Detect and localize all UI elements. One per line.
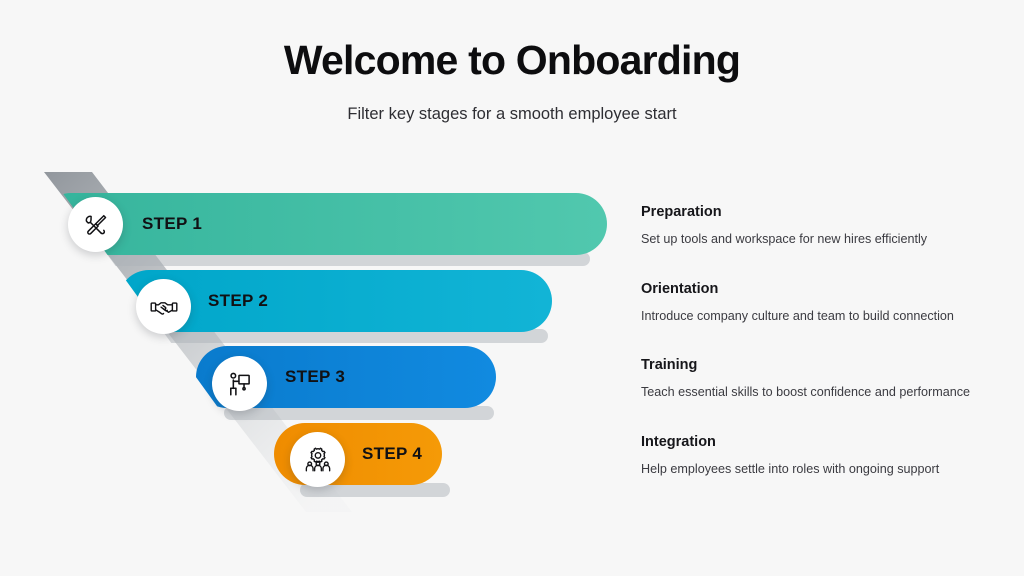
funnel-bar-step-2[interactable]	[118, 270, 552, 332]
tools-icon	[82, 211, 110, 239]
team-gear-icon	[303, 445, 333, 475]
page-subtitle: Filter key stages for a smooth employee …	[347, 105, 677, 124]
funnel-bar-step-1[interactable]	[40, 193, 607, 255]
funnel-bar-group	[40, 193, 607, 485]
step-detail-1: Preparation Set up tools and workspace f…	[641, 204, 1011, 248]
funnel-step-label-2: STEP 2	[208, 291, 269, 310]
funnel-step-label-3: STEP 3	[285, 367, 346, 386]
funnel-bar-step-3[interactable]	[196, 346, 496, 408]
step-detail-title-4: Integration	[641, 434, 716, 450]
funnel-icon-badge-2[interactable]	[136, 279, 191, 334]
step-detail-title-2: Orientation	[641, 281, 719, 297]
funnel-diagram: STEP 1 STEP 2 STEP 3 STEP 4	[40, 172, 607, 512]
step-detail-description-3: Teach essential skills to boost confiden…	[641, 385, 971, 400]
step-detail-description-2: Introduce company culture and team to bu…	[641, 309, 954, 324]
funnel-icon-badge-4[interactable]	[290, 432, 345, 487]
header: Welcome to Onboarding Filter key stages …	[0, 37, 1024, 124]
funnel-icon-badge-1[interactable]	[68, 197, 123, 252]
funnel-bar-shadows	[70, 252, 590, 497]
funnel-step-label-4: STEP 4	[362, 444, 423, 463]
step-detail-title-3: Training	[641, 357, 698, 373]
step-detail-description-4: Help employees settle into roles with on…	[641, 462, 940, 477]
step-detail-title-1: Preparation	[641, 204, 722, 220]
funnel-step-label-1: STEP 1	[142, 214, 203, 233]
step-detail-2: Orientation Introduce company culture an…	[641, 281, 1011, 325]
funnel-bars-svg	[40, 172, 607, 512]
handshake-icon	[149, 292, 179, 322]
step-detail-3: Training Teach essential skills to boost…	[641, 357, 1011, 401]
funnel-icon-badge-3[interactable]	[212, 356, 267, 411]
step-details-list: Preparation Set up tools and workspace f…	[641, 0, 1024, 576]
step-detail-4: Integration Help employees settle into r…	[641, 434, 1011, 478]
step-detail-description-1: Set up tools and workspace for new hires…	[641, 232, 928, 247]
presentation-icon	[225, 369, 254, 398]
page-title: Welcome to Onboarding	[283, 37, 741, 83]
